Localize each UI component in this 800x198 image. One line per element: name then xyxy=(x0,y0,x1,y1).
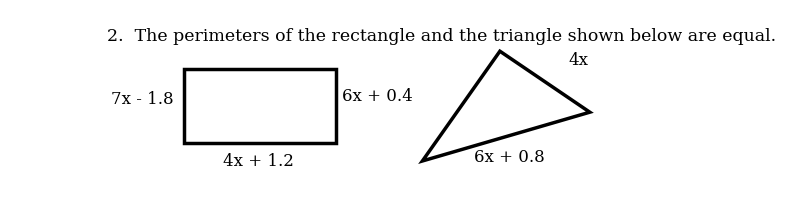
Text: 7x - 1.8: 7x - 1.8 xyxy=(110,91,173,109)
Text: 6x + 0.4: 6x + 0.4 xyxy=(342,89,413,106)
Text: 4x: 4x xyxy=(568,52,588,69)
Bar xyxy=(184,69,336,143)
Text: 2.  The perimeters of the rectangle and the triangle shown below are equal.: 2. The perimeters of the rectangle and t… xyxy=(107,28,777,45)
Text: 6x + 0.8: 6x + 0.8 xyxy=(474,148,545,166)
Text: 4x + 1.2: 4x + 1.2 xyxy=(222,153,294,170)
